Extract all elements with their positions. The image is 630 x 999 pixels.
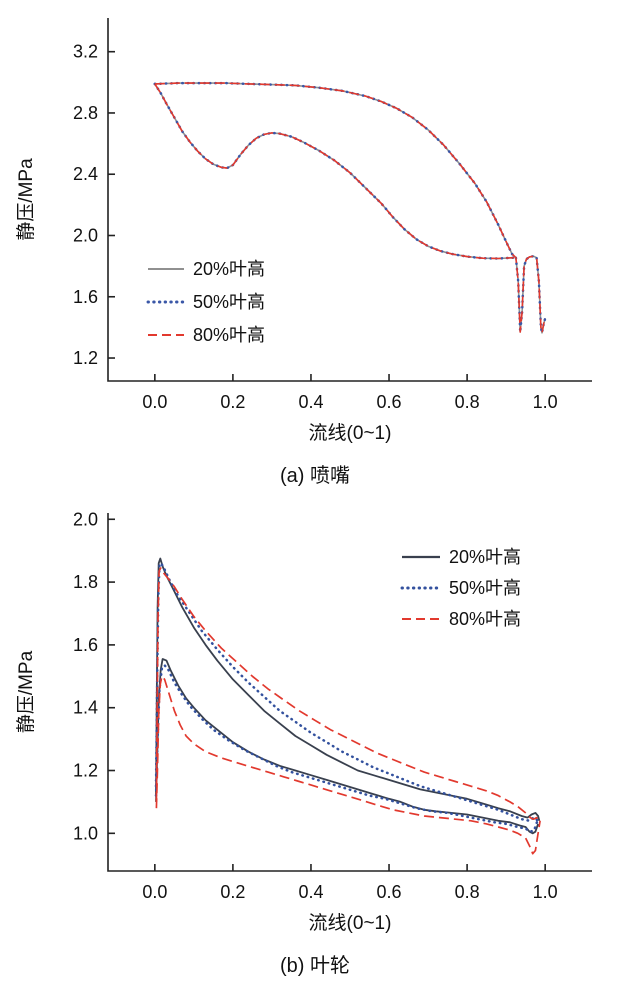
caption-nozzle: (a) 喷嘴 (280, 465, 350, 487)
svg-text:1.6: 1.6 (73, 287, 98, 307)
svg-text:1.2: 1.2 (73, 761, 98, 781)
svg-text:静压/MPa: 静压/MPa (15, 158, 37, 241)
svg-text:2.0: 2.0 (73, 225, 98, 245)
chart-nozzle: 1.2 1.6 2.0 2.4 2.8 3.2 0.0 0.2 0.4 0.6 0.8 1.0 流线(0… (15, 18, 592, 444)
svg-text:1.0: 1.0 (533, 392, 558, 412)
svg-text:0.2: 0.2 (220, 882, 245, 902)
svg-text:20%叶高: 20%叶高 (449, 547, 521, 567)
caption-impeller: (b) 叶轮 (280, 955, 350, 977)
svg-text:1.2: 1.2 (73, 348, 98, 368)
svg-text:20%叶高: 20%叶高 (193, 259, 265, 279)
svg-text:1.6: 1.6 (73, 635, 98, 655)
svg-text:2.8: 2.8 (73, 103, 98, 123)
svg-text:0.4: 0.4 (298, 392, 323, 412)
svg-text:静压/MPa: 静压/MPa (15, 650, 37, 733)
svg-text:3.2: 3.2 (73, 42, 98, 62)
svg-text:1.8: 1.8 (73, 572, 98, 592)
svg-text:0.8: 0.8 (455, 882, 480, 902)
svg-text:50%叶高: 50%叶高 (193, 292, 265, 312)
svg-text:2.0: 2.0 (73, 509, 98, 529)
svg-text:流线(0~1): 流线(0~1) (309, 422, 392, 444)
svg-text:2.4: 2.4 (73, 164, 98, 184)
svg-text:流线(0~1): 流线(0~1) (309, 912, 392, 934)
svg-text:0.8: 0.8 (455, 392, 480, 412)
svg-text:0.6: 0.6 (377, 392, 402, 412)
svg-text:0.2: 0.2 (220, 392, 245, 412)
svg-text:0.0: 0.0 (142, 882, 167, 902)
svg-text:1.4: 1.4 (73, 698, 98, 718)
svg-text:1.0: 1.0 (73, 823, 98, 843)
chart-impeller: 1.0 1.2 1.4 1.6 1.8 2.0 0.0 0.2 0.4 0.6 0.8 1.0 流线(0… (15, 509, 592, 934)
svg-text:80%叶高: 80%叶高 (449, 609, 521, 629)
svg-text:1.0: 1.0 (533, 882, 558, 902)
svg-text:0.4: 0.4 (298, 882, 323, 902)
svg-text:80%叶高: 80%叶高 (193, 325, 265, 345)
svg-text:50%叶高: 50%叶高 (449, 578, 521, 598)
svg-text:0.6: 0.6 (377, 882, 402, 902)
svg-text:0.0: 0.0 (142, 392, 167, 412)
